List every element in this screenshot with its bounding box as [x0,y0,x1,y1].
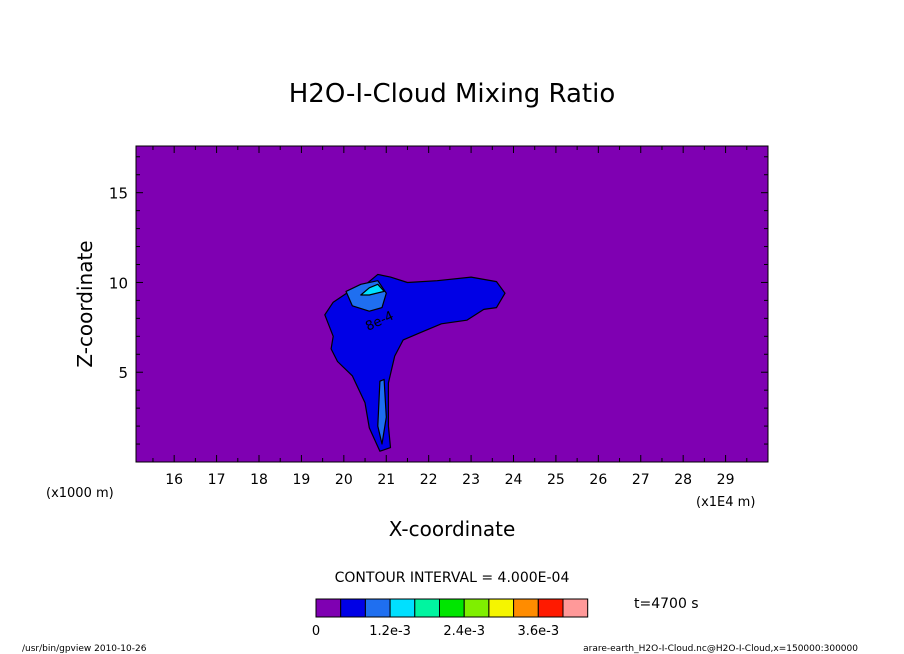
colorbar-swatch [414,598,440,618]
x-tick-label: 17 [208,472,226,488]
x-tick-label: 19 [293,472,311,488]
y-tick-label: 10 [109,274,128,292]
x-unit-right: (x1E4 m) [696,495,755,510]
x-tick-label: 28 [674,472,692,488]
colorbar-label: 0 [312,624,320,639]
colorbar-swatch [364,598,391,618]
x-tick-label: 24 [505,472,523,488]
x-tick-label: 18 [250,472,268,488]
plot-frame [135,145,769,463]
colorbar-swatch [389,598,416,618]
contour-region-3 [377,378,387,445]
colorbar-swatch [488,598,515,618]
colorbar-swatch [562,598,589,618]
colorbar: 0 1.2e-3 2.4e-3 3.6e-3 [312,598,589,639]
footer-left: /usr/bin/gpview 2010-10-26 [22,644,147,654]
time-text: t=4700 s [634,596,699,612]
colorbar-swatch [439,598,465,618]
x-tick-label: 23 [462,472,480,488]
contour-interval-text: CONTOUR INTERVAL = 4.000E-04 [335,570,570,586]
y-tick-label: 5 [118,364,128,382]
y-axis-label: Z-coordinate [73,240,97,367]
x-tick-label: 26 [589,472,607,488]
x-tick-label: 22 [420,472,438,488]
x-unit-left: (x1000 m) [46,486,114,501]
x-tick-label: 25 [547,472,565,488]
axis-ticks: 16 17 18 19 20 21 22 23 24 25 26 27 28 29 5 10 15 [109,146,768,488]
colorbar-swatch [463,598,490,618]
x-axis-label: X-coordinate [389,517,516,541]
contour-region-1 [324,273,506,452]
x-tick-label: 27 [632,472,650,488]
colorbar-swatch [537,598,564,618]
colorbar-label: 3.6e-3 [517,624,559,639]
x-tick-label: 21 [377,472,395,488]
colorbar-label: 2.4e-3 [443,624,485,639]
x-tick-label: 29 [717,472,735,488]
x-tick-label: 20 [335,472,353,488]
x-tick-label: 16 [165,472,183,488]
colorbar-label: 1.2e-3 [369,624,411,639]
chart-title: H2O-I-Cloud Mixing Ratio [289,79,616,109]
y-tick-label: 15 [109,185,128,203]
contour-region-4 [360,283,385,296]
footer-right: arare-earth_H2O-I-Cloud.nc@H2O-I-Cloud,x… [583,644,858,654]
colorbar-swatch [340,598,366,618]
colorbar-swatch [315,598,342,618]
colorbar-swatch [513,598,539,618]
contour-regions [324,273,506,452]
